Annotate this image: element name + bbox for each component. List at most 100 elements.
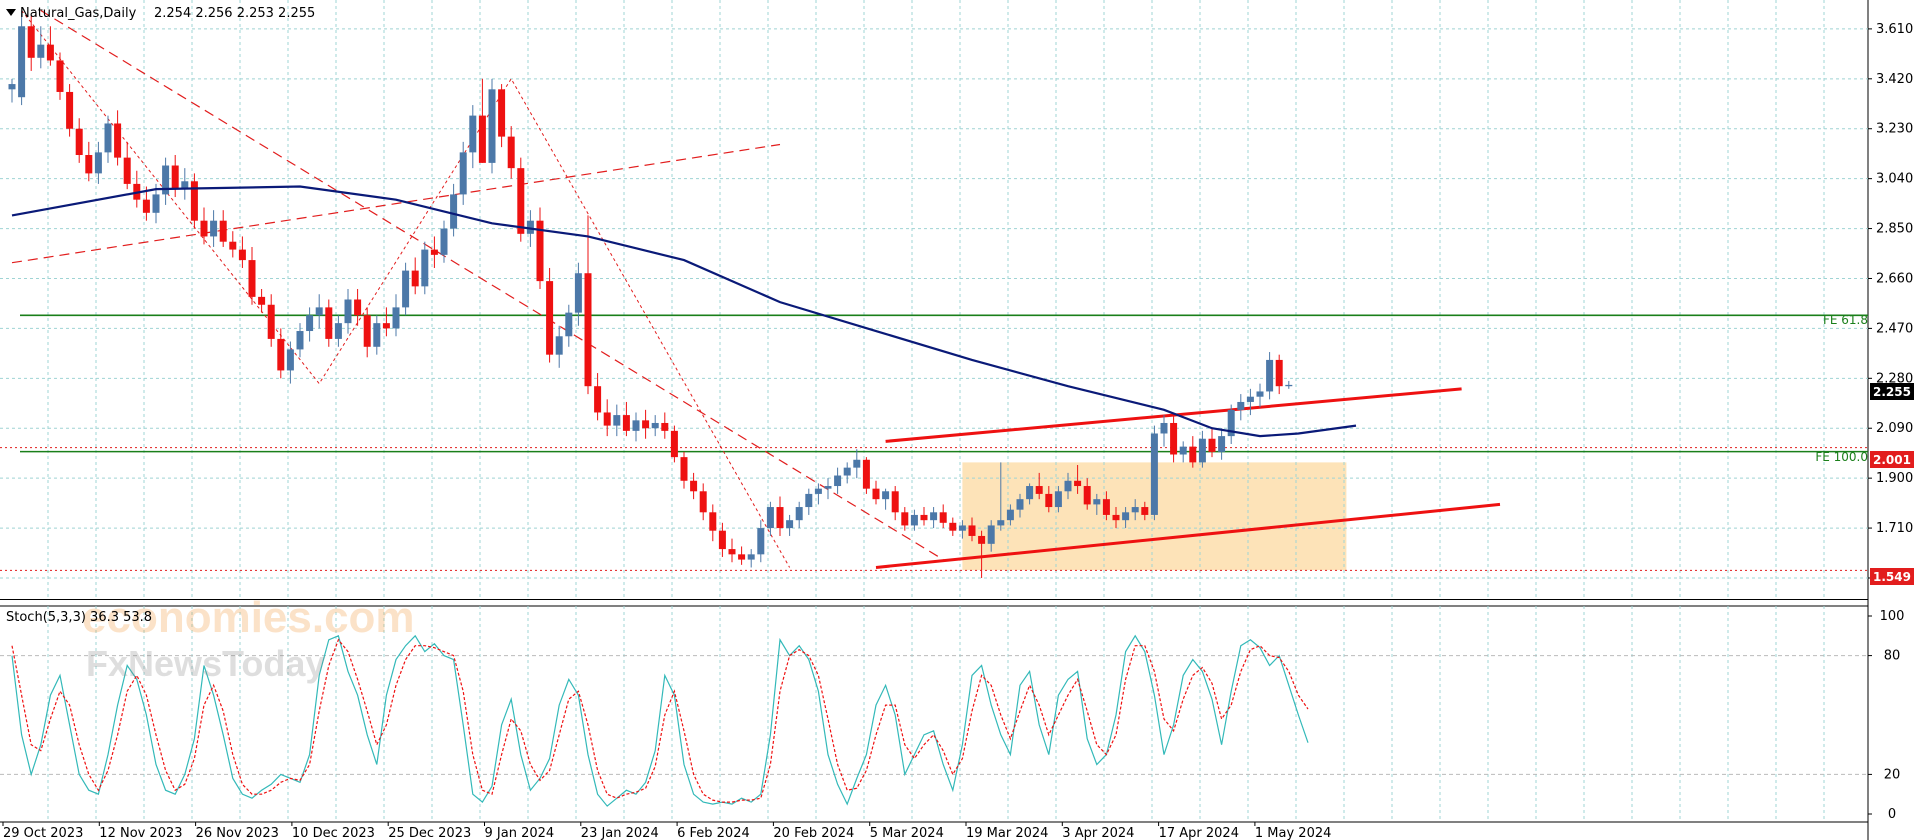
candle[interactable] [507,126,515,179]
candle[interactable] [1074,465,1082,494]
candle[interactable] [392,294,400,337]
candle[interactable] [152,183,160,224]
candle[interactable] [699,483,707,521]
candle[interactable] [56,52,64,100]
candle[interactable] [8,78,16,103]
candle[interactable] [1246,388,1254,416]
candle[interactable] [210,210,218,247]
candle[interactable] [584,215,592,395]
candle[interactable] [430,236,438,268]
candle[interactable] [123,141,131,190]
candle[interactable] [891,486,899,521]
candle[interactable] [1256,383,1264,408]
candle[interactable] [1045,486,1053,513]
candle[interactable] [450,183,458,237]
candle[interactable] [488,78,496,174]
candle[interactable] [1179,441,1187,463]
candle[interactable] [200,207,208,245]
candle[interactable] [651,415,659,437]
candle[interactable] [565,304,573,347]
candle[interactable] [632,412,640,442]
candle[interactable] [181,168,189,200]
candle[interactable] [594,373,602,421]
candle[interactable] [325,299,333,347]
candle[interactable] [1016,493,1024,518]
candle[interactable] [1093,493,1101,515]
candle[interactable] [142,186,150,221]
candle[interactable] [85,141,93,182]
candle[interactable] [776,496,784,536]
candle[interactable] [949,517,957,536]
candle[interactable] [642,409,650,439]
candle[interactable] [709,504,717,542]
candle[interactable] [1160,415,1168,447]
candle[interactable] [680,451,688,489]
candle[interactable] [574,262,582,326]
candle[interactable] [334,315,342,347]
candle[interactable] [277,328,285,379]
candle[interactable] [757,520,765,563]
candle[interactable] [747,549,755,568]
candle[interactable] [114,110,122,166]
candle[interactable] [238,236,246,268]
candle[interactable] [459,141,467,205]
candle[interactable] [1198,430,1206,468]
candle[interactable] [786,514,794,536]
candle[interactable] [1054,486,1062,513]
candle[interactable] [661,412,669,439]
candle[interactable] [75,118,83,163]
candle[interactable] [258,288,266,313]
candle[interactable] [1227,404,1235,444]
candle[interactable] [622,401,630,437]
candle[interactable] [930,507,938,529]
candle[interactable] [997,462,1005,531]
candle[interactable] [1112,507,1120,529]
candle[interactable] [1189,436,1197,468]
candle[interactable] [738,546,746,565]
candle[interactable] [363,307,371,358]
candle[interactable] [814,483,822,505]
candle[interactable] [46,26,54,66]
candle[interactable] [306,307,314,342]
candle[interactable] [1083,478,1091,510]
candle[interactable] [94,141,102,184]
candle[interactable] [421,241,429,295]
candle[interactable] [315,294,323,329]
candle[interactable] [978,530,986,578]
candle[interactable] [37,26,45,69]
candle[interactable] [862,457,870,494]
candle[interactable] [536,207,544,289]
candle[interactable] [555,325,563,368]
candle[interactable] [910,509,918,531]
candle[interactable] [872,480,880,505]
candle[interactable] [728,538,736,563]
candle[interactable] [344,288,352,334]
candle[interactable] [286,341,294,384]
candle[interactable] [1237,394,1245,421]
candle[interactable] [162,157,170,205]
candle[interactable] [267,294,275,347]
candle[interactable] [411,257,419,295]
candle[interactable] [1141,501,1149,521]
candle[interactable] [718,522,726,557]
candle[interactable] [1026,483,1034,505]
candle[interactable] [517,157,525,242]
candle[interactable] [1170,415,1178,463]
candle[interactable] [498,84,506,148]
candles-layer[interactable] [8,10,1293,578]
candle[interactable] [478,78,486,163]
candle[interactable] [402,262,410,316]
candle[interactable] [853,449,861,479]
candle[interactable] [1266,352,1274,400]
candle[interactable] [987,520,995,552]
candle[interactable] [229,231,237,258]
candle[interactable] [603,399,611,437]
candle[interactable] [795,501,803,529]
candle[interactable] [958,520,966,539]
candle[interactable] [354,288,362,326]
candle[interactable] [171,155,179,198]
candle[interactable] [834,467,842,494]
candle[interactable] [248,246,256,305]
candle[interactable] [920,507,928,526]
candle[interactable] [469,105,477,169]
